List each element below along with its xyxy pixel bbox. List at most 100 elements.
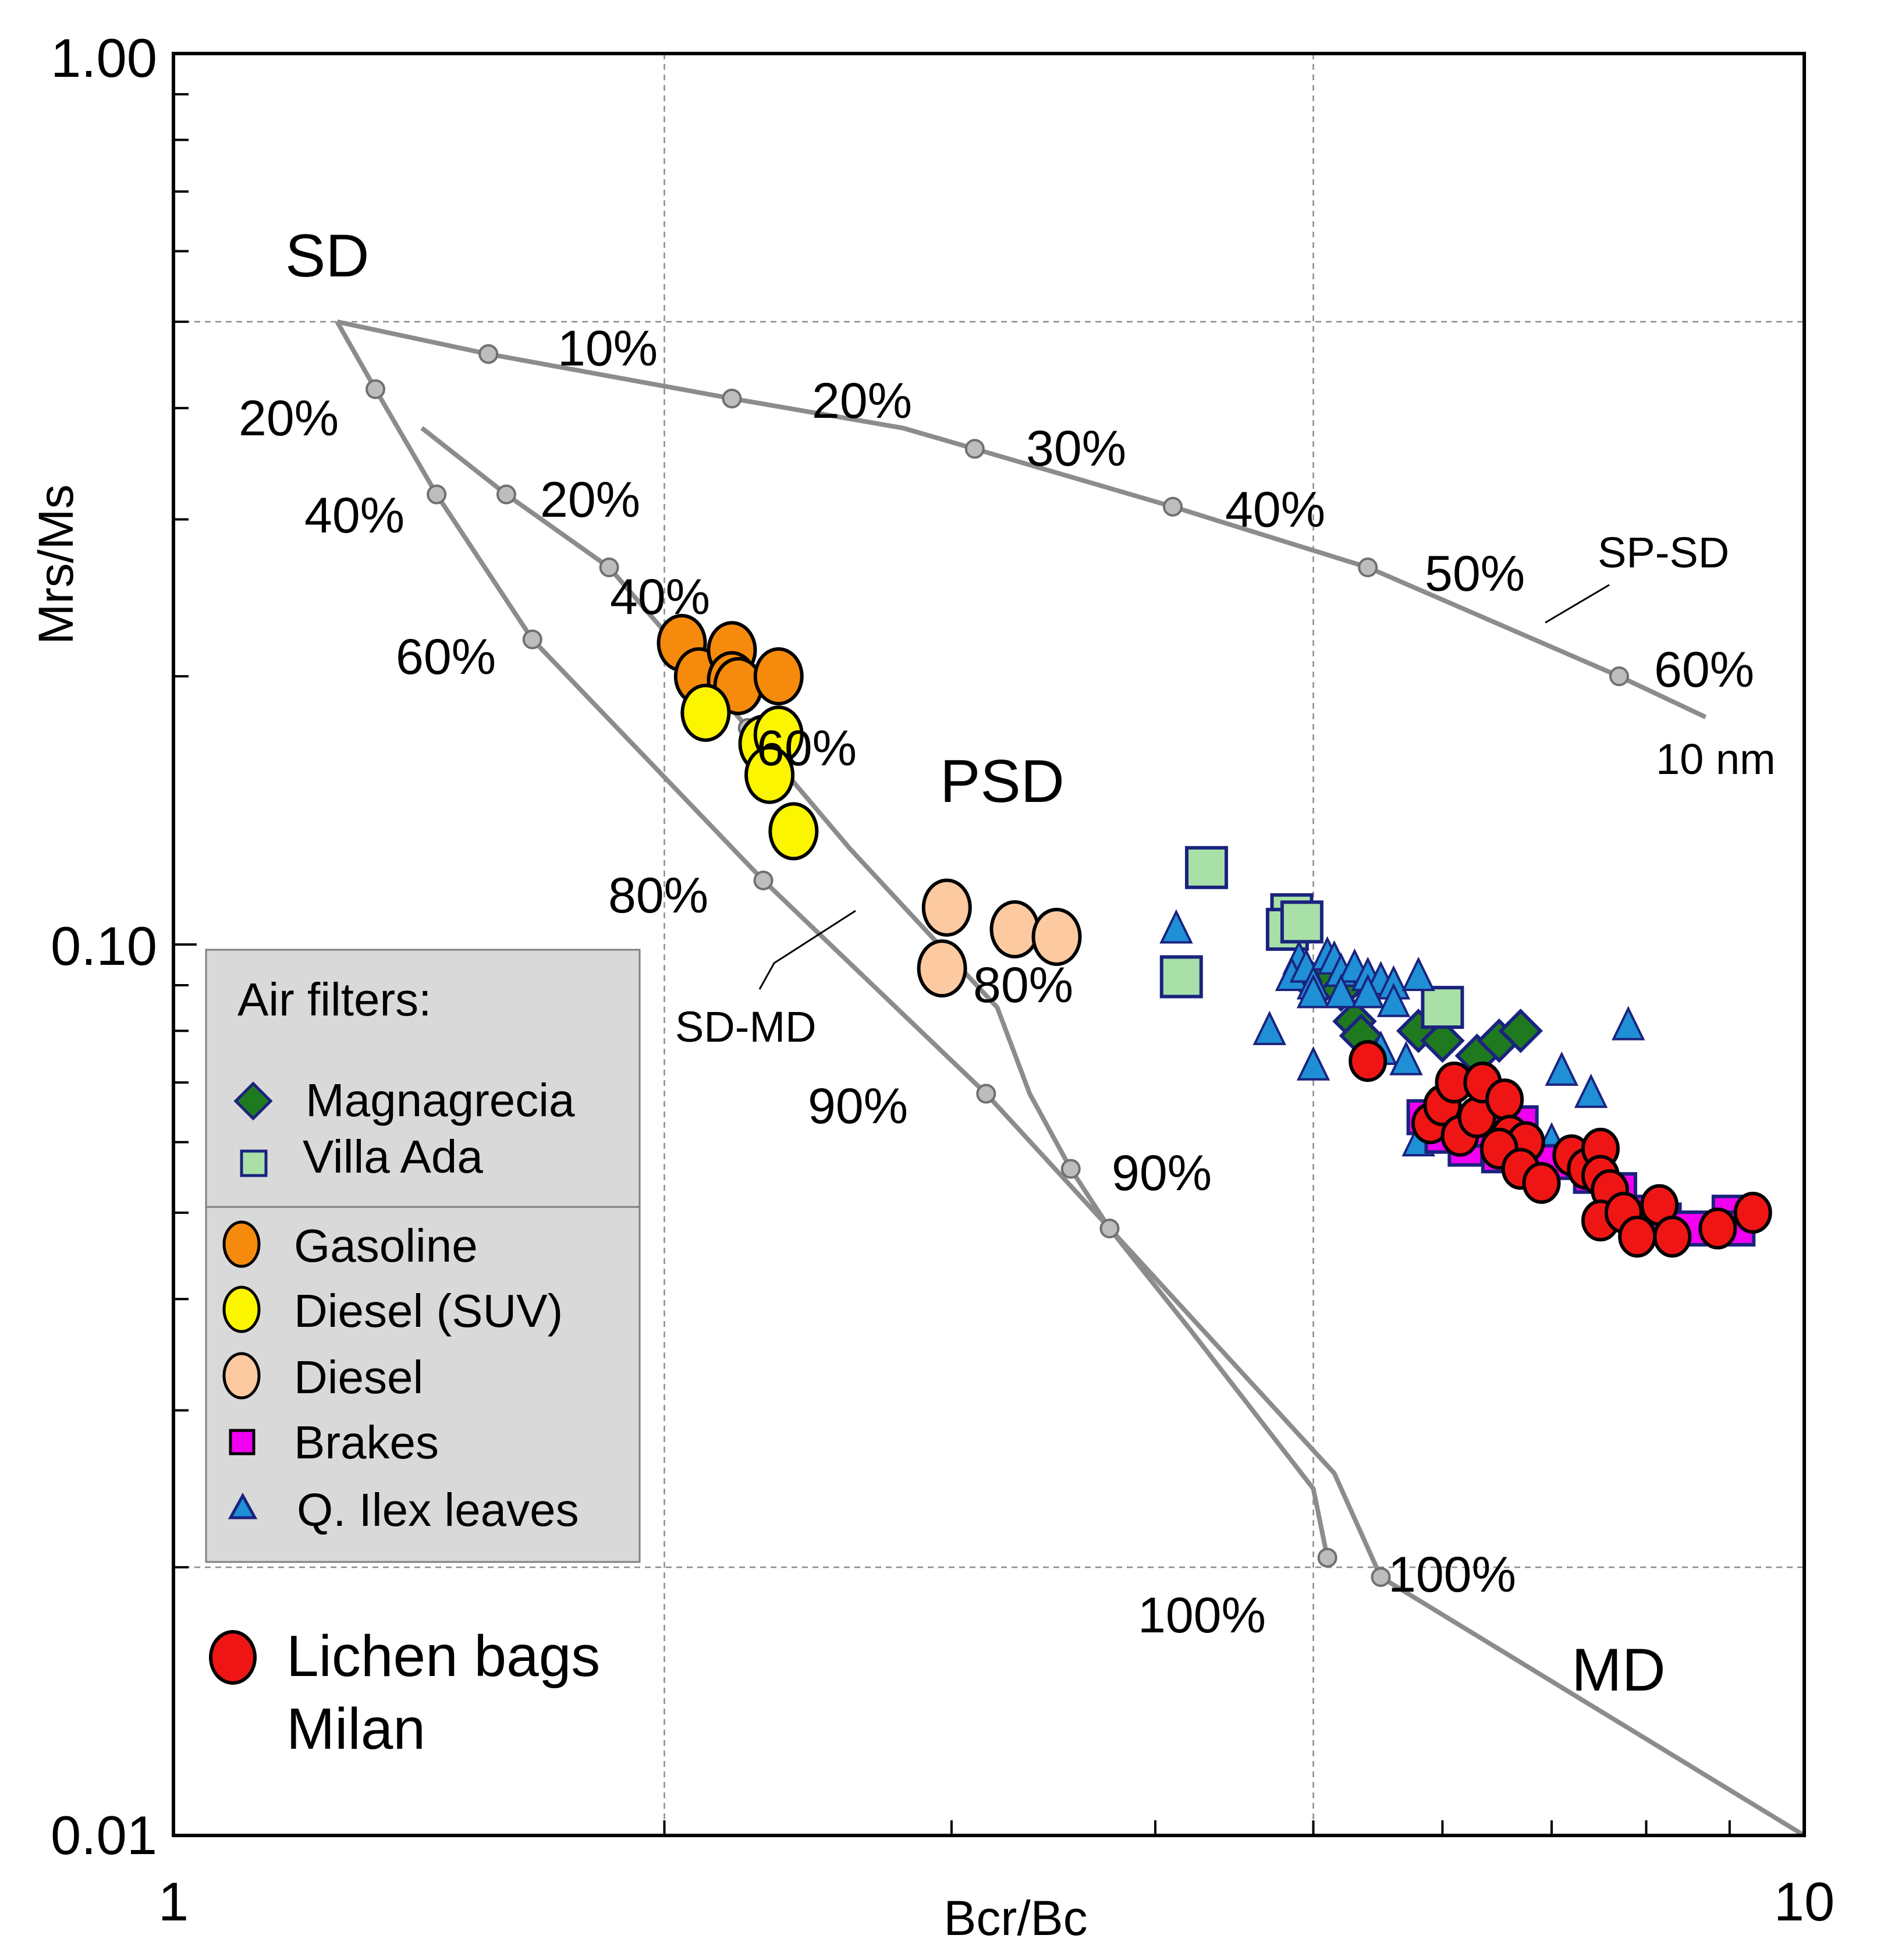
legend-label-lichen-line1: Lichen bags (286, 1624, 600, 1689)
outer-label-90: 90% (808, 1078, 908, 1134)
region-label-psd: PSD (940, 748, 1065, 815)
legend-label-lichen-line2: Milan (286, 1696, 425, 1762)
legend-marker-brakes (229, 1429, 256, 1455)
curve-marker (427, 484, 447, 505)
legend-marker-lichen (209, 1630, 257, 1685)
data-point (1296, 1046, 1330, 1081)
outer-label-80: 80% (608, 868, 708, 924)
curve-marker (753, 870, 774, 890)
sp-sd-label-10: 10% (558, 321, 658, 377)
curve-label-sd-md-pointer (758, 910, 856, 990)
inner-label-60: 60% (757, 720, 857, 776)
legend-marker-diesel-suv (222, 1286, 261, 1333)
data-point (989, 900, 1040, 958)
sp-sd-label-40: 40% (1225, 482, 1325, 538)
curve-marker (1163, 496, 1183, 517)
legend-label-q-ilex: Q. Ilex leaves (297, 1484, 579, 1536)
outer-label-40: 40% (304, 488, 405, 544)
y-tick-label-0-10: 0.10 (51, 915, 157, 977)
legend-marker-q-ilex (228, 1492, 258, 1519)
y-tick-label-0-01: 0.01 (51, 1805, 157, 1866)
series-lichen-bags-milan (1349, 1040, 1772, 1258)
data-point (1376, 982, 1411, 1017)
inner-label-90: 90% (1112, 1145, 1212, 1201)
data-point (1698, 1208, 1737, 1250)
data-point (1389, 1041, 1423, 1075)
curve-marker (366, 379, 386, 399)
curve-marker (1317, 1547, 1337, 1568)
data-point (1253, 1010, 1286, 1045)
inner-label-20: 20% (540, 472, 640, 528)
curve-marker (1358, 558, 1378, 578)
curve-label-sp-sd: SP-SD (1598, 528, 1729, 577)
outer-label-100: 100% (1138, 1588, 1266, 1643)
y-tick-label-1-00: 1.00 (51, 27, 157, 88)
data-point (680, 683, 731, 742)
data-point (1280, 900, 1324, 944)
data-point (1733, 1191, 1772, 1234)
curve-marker (599, 558, 619, 578)
curve-marker (1609, 666, 1629, 687)
data-point (1031, 907, 1082, 966)
outer-label-60: 60% (396, 629, 496, 685)
data-point (1545, 1051, 1578, 1086)
x-tick-label-1: 1 (158, 1871, 189, 1932)
x-tick-label-10: 10 (1774, 1871, 1835, 1932)
legend-marker-gasoline (222, 1220, 261, 1268)
curve-label-sp-sd-pointer (1545, 584, 1610, 624)
legend-label-gasoline: Gasoline (294, 1220, 478, 1272)
curve-label-sd-md: SD-MD (675, 1003, 817, 1051)
curve-marker (722, 388, 742, 409)
data-point (1184, 846, 1228, 889)
curve-marker (1099, 1219, 1120, 1239)
data-point (921, 878, 972, 937)
data-point (1653, 1216, 1692, 1258)
curve-marker (1371, 1567, 1391, 1587)
legend: Air filters: Magnagrecia Villa Ada Gasol… (205, 949, 641, 1563)
sp-sd-label-20: 20% (812, 373, 912, 429)
legend-marker-diesel (222, 1352, 261, 1400)
axis-ticks (172, 52, 1805, 1837)
inner-label-80: 80% (973, 957, 1073, 1013)
inner-label-40: 40% (610, 569, 710, 625)
series-diesel (917, 878, 1082, 998)
curve-marker (1060, 1159, 1081, 1179)
legend-label-diesel-suv: Diesel (SUV) (294, 1285, 563, 1337)
sp-sd-label-30: 30% (1026, 421, 1126, 477)
gridlines (173, 54, 1804, 1835)
data-point (753, 647, 804, 706)
curve-marker (522, 629, 542, 649)
legend-marker-villa-ada (240, 1149, 268, 1177)
data-point (1351, 974, 1385, 1009)
data-point (744, 745, 795, 804)
data-point (1618, 1216, 1657, 1258)
legend-label-diesel: Diesel (294, 1351, 423, 1403)
data-point (1611, 1006, 1645, 1041)
data-point (1498, 1009, 1543, 1053)
legend-label-magnagrecia: Magnagrecia (306, 1074, 575, 1126)
data-point (917, 939, 967, 998)
data-point (1324, 974, 1358, 1009)
data-point (1159, 909, 1193, 944)
region-label-md: MD (1571, 1636, 1666, 1704)
data-point (1574, 1073, 1608, 1108)
series-diesel-suv- (680, 683, 819, 861)
sp-sd-label-60: 60% (1654, 642, 1754, 698)
curve-marker (478, 344, 499, 364)
data-point (768, 802, 819, 861)
legend-label-brakes: Brakes (294, 1416, 439, 1468)
curve-marker (976, 1084, 996, 1104)
legend-marker-magnagrecia (233, 1081, 273, 1121)
series-villa-ada (1159, 846, 1464, 1029)
curve-marker (964, 439, 985, 459)
data-point (1420, 1018, 1465, 1063)
data-series (657, 613, 1772, 1258)
sp-sd-label-50: 50% (1425, 546, 1525, 602)
legend-label-villa-ada: Villa Ada (303, 1131, 483, 1183)
curve-label-10nm: 10 nm (1656, 735, 1776, 783)
reference-curves (335, 319, 1806, 1838)
outer-label-20: 20% (239, 390, 339, 446)
data-point (1296, 974, 1330, 1009)
data-point (1402, 956, 1435, 991)
